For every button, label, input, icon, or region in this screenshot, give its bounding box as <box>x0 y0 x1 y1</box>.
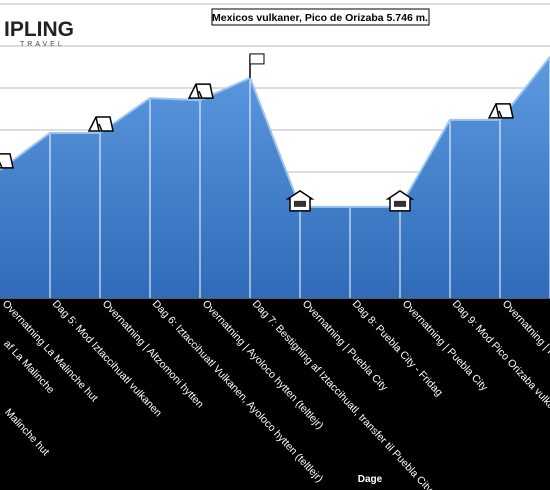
tent-door <box>195 84 203 99</box>
area-line <box>0 56 550 208</box>
tent <box>187 83 214 99</box>
tent <box>487 103 514 119</box>
house-icon <box>285 189 315 212</box>
tent-door <box>0 161 3 169</box>
house-sign <box>294 200 306 207</box>
house-icon <box>385 189 415 212</box>
x-tick-label: Dag 8: Puebla City - Fridag <box>350 298 445 399</box>
tent-icon <box>87 116 114 132</box>
x-tick-label: Dag 5: Mod Iztaccihuatl vulkanen <box>50 298 164 419</box>
logo-name: IPLING <box>4 18 74 41</box>
tent <box>87 116 114 132</box>
house-sign <box>394 200 406 207</box>
logo-tagline: TRAVEL <box>20 41 65 48</box>
x-tick-label: Dag 7: Bestigning af Iztaccihuatl, trans… <box>250 298 436 490</box>
tent <box>0 153 14 169</box>
tent-door <box>495 103 503 119</box>
x-tick-label: Overnatning | Altzomoni hytten <box>100 298 206 411</box>
x-tick-label: Malinche hut <box>2 406 51 458</box>
x-tick-label: Dag 6: Iztaccihuatl Vulkanen, Ayoloco hy… <box>150 298 326 485</box>
x-tick-label: Overnatning | Puebla City <box>400 298 491 394</box>
chart-title: Mexicos vulkaner, Pico de Orizaba 5.746 … <box>212 12 428 24</box>
tent-door <box>95 116 103 132</box>
flag <box>249 53 265 65</box>
logo: IPLING TRAVEL <box>4 18 74 48</box>
tent-icon <box>0 153 14 169</box>
x-tick-label: Overnatning | Puebla City <box>300 298 391 394</box>
tent-icon <box>487 103 514 119</box>
title-box <box>211 8 430 26</box>
x-axis-title: Dage <box>358 474 383 485</box>
tent-icon <box>187 83 214 99</box>
area <box>0 56 550 298</box>
flag-icon <box>249 53 265 78</box>
